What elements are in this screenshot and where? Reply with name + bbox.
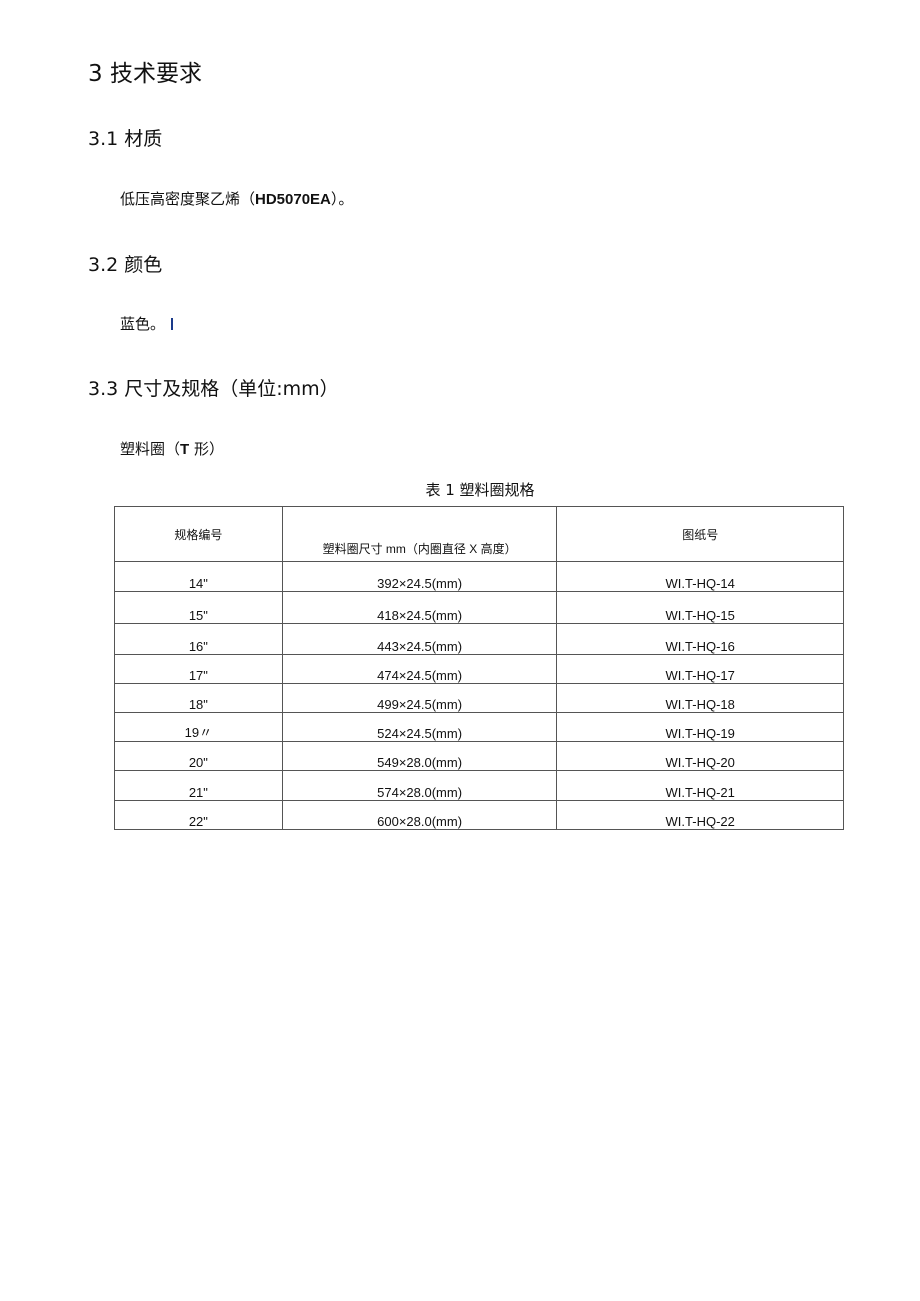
text-cursor-icon xyxy=(171,318,174,330)
table-row: 15" 418×24.5(mm) WI.T-HQ-15 xyxy=(114,591,844,624)
cell-spec-no: 20" xyxy=(114,741,283,771)
cell-spec-no: 15" xyxy=(114,591,283,624)
cell-drawing-no: WI.T-HQ-22 xyxy=(556,800,844,830)
header-drawing-no: 图纸号 xyxy=(556,506,844,562)
cell-size: 574×28.0(mm) xyxy=(281,770,558,801)
material-text: 低压高密度聚乙烯（HD5070EA）。 xyxy=(120,188,353,209)
table-row: 16" 443×24.5(mm) WI.T-HQ-16 xyxy=(114,623,844,655)
cell-drawing-no: WI.T-HQ-17 xyxy=(556,654,844,684)
cell-size: 443×24.5(mm) xyxy=(281,623,558,655)
table-caption: 表 1 塑料圈规格 xyxy=(425,481,535,499)
material-code: HD5070EA xyxy=(255,191,331,208)
size-heading: 3.3 尺寸及规格（单位:mm） xyxy=(88,378,339,400)
cell-drawing-no: WI.T-HQ-14 xyxy=(556,561,844,592)
cell-size: 600×28.0(mm) xyxy=(281,800,558,830)
cell-size: 524×24.5(mm) xyxy=(281,712,558,742)
color-text: 蓝色。 xyxy=(120,313,174,334)
cell-spec-no: 19〃 xyxy=(114,712,283,742)
table-row: 19〃 524×24.5(mm) WI.T-HQ-19 xyxy=(114,712,844,742)
section-title: 3 技术要求 xyxy=(88,61,202,87)
cell-spec-no: 14" xyxy=(114,561,283,592)
cell-size: 499×24.5(mm) xyxy=(281,683,558,713)
cell-drawing-no: WI.T-HQ-15 xyxy=(556,591,844,624)
table-row: 17" 474×24.5(mm) WI.T-HQ-17 xyxy=(114,654,844,684)
color-heading: 3.2 颜色 xyxy=(88,254,163,276)
size-subheading-post: 形） xyxy=(189,440,224,458)
cell-drawing-no: WI.T-HQ-16 xyxy=(556,623,844,655)
cell-drawing-no: WI.T-HQ-18 xyxy=(556,683,844,713)
cell-size: 474×24.5(mm) xyxy=(281,654,558,684)
table-row: 20" 549×28.0(mm) WI.T-HQ-20 xyxy=(114,741,844,771)
cell-drawing-no: WI.T-HQ-19 xyxy=(556,712,844,742)
table-row: 21" 574×28.0(mm) WI.T-HQ-21 xyxy=(114,770,844,801)
cell-spec-no: 16" xyxy=(114,623,283,655)
size-subheading-pre: 塑料圈（ xyxy=(120,440,181,458)
spec-table: 规格编号 塑料圈尺寸 mm（内圈直径 X 高度） 图纸号 14" 392×24.5… xyxy=(114,506,844,830)
cell-drawing-no: WI.T-HQ-20 xyxy=(556,741,844,771)
cell-size: 418×24.5(mm) xyxy=(281,591,558,624)
material-heading: 3.1 材质 xyxy=(88,128,163,150)
cell-drawing-no: WI.T-HQ-21 xyxy=(556,770,844,801)
table-row: 18" 499×24.5(mm) WI.T-HQ-18 xyxy=(114,683,844,713)
header-spec-no: 规格编号 xyxy=(114,506,283,562)
material-text-post: ）。 xyxy=(330,190,354,208)
cell-spec-no: 18" xyxy=(114,683,283,713)
cell-size: 392×24.5(mm) xyxy=(281,561,558,592)
table-header-row: 规格编号 塑料圈尺寸 mm（内圈直径 X 高度） 图纸号 xyxy=(114,506,844,562)
header-size: 塑料圈尺寸 mm（内圈直径 X 高度） xyxy=(281,506,558,562)
cell-spec-no: 21" xyxy=(114,770,283,801)
color-text-value: 蓝色。 xyxy=(120,315,166,333)
size-subheading: 塑料圈（T 形） xyxy=(120,438,224,459)
material-text-pre: 低压高密度聚乙烯（ xyxy=(120,190,256,208)
size-subheading-type: T xyxy=(180,441,190,458)
table-row: 14" 392×24.5(mm) WI.T-HQ-14 xyxy=(114,561,844,592)
cell-spec-no: 17" xyxy=(114,654,283,684)
cell-size: 549×28.0(mm) xyxy=(281,741,558,771)
cell-spec-no: 22" xyxy=(114,800,283,830)
table-row: 22" 600×28.0(mm) WI.T-HQ-22 xyxy=(114,800,844,830)
